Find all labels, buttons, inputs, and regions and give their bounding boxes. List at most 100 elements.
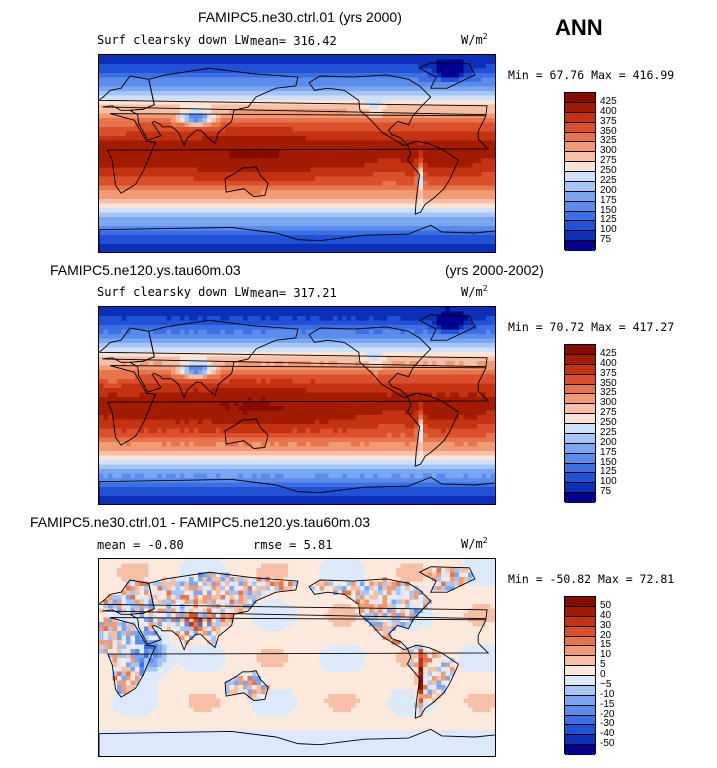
field-cell [135,316,141,322]
field-cell [481,104,487,110]
field-cell [234,167,240,173]
field-cell [351,145,357,151]
field-cell [414,311,420,317]
field-cell [441,91,447,97]
field-cell [270,239,276,245]
field-cell [369,226,375,232]
field-cell [288,217,294,223]
field-cell [477,235,483,241]
field-cell [211,325,217,331]
field-cell [220,149,226,155]
field-cell [198,248,204,252]
field-cell [324,100,330,106]
field-cell [324,91,330,97]
field-cell [364,68,370,74]
field-cell [144,239,150,245]
field-cell [396,55,402,61]
field-cell [144,109,150,115]
field-cell [108,100,114,106]
field-cell [256,311,262,317]
field-cell [427,190,433,196]
field-cell [288,82,294,88]
field-cell [319,154,325,160]
field-cell [99,203,105,209]
field-cell [171,59,177,65]
field-cell [315,181,321,187]
field-cell [283,316,289,322]
field-cell [108,163,114,169]
field-cell [486,77,492,83]
field-cell [270,55,276,61]
field-cell [459,82,465,88]
field-cell [364,217,370,223]
field-cell [292,190,298,196]
field-cell [301,91,307,97]
field-cell [481,55,487,61]
field-cell [220,167,226,173]
field-cell [382,59,388,65]
field-cell [432,86,438,92]
field-cell [306,235,312,241]
field-cell [400,154,406,160]
field-cell [373,104,379,110]
field-cell [490,176,495,182]
field-cell [364,338,370,344]
field-cell [247,199,253,205]
field-cell [247,122,253,128]
field-cell [256,73,262,79]
field-cell [261,248,267,252]
field-cell [175,113,181,119]
field-cell [270,208,276,214]
field-cell [454,239,460,245]
field-cell [283,73,289,79]
field-cell [423,334,429,340]
field-cell [117,131,123,137]
field-cell [409,77,415,83]
field-cell [436,167,442,173]
field-cell [202,239,208,245]
field-cell [130,77,136,83]
field-cell [225,163,231,169]
field-cell [418,118,424,124]
field-cell [360,122,366,128]
field-cell [454,59,460,65]
field-cell [396,145,402,151]
field-cell [171,181,177,187]
field-cell [261,113,267,119]
field-cell [477,131,483,137]
field-cell [427,136,433,142]
field-cell [400,86,406,92]
field-cell [364,190,370,196]
field-cell [432,91,438,97]
field-cell [328,329,334,335]
field-cell [144,95,150,101]
field-cell [261,230,267,236]
field-cell [261,163,267,169]
field-cell [405,91,411,97]
field-cell [472,347,478,353]
field-cell [117,190,123,196]
field-cell [391,248,397,252]
colorbar-tick-label: 150 [600,204,617,216]
field-cell [427,325,433,331]
field-cell [153,100,159,106]
field-cell [495,136,496,141]
field-cell [135,149,141,155]
field-cell [409,235,415,241]
field-cell [166,149,172,155]
field-cell [477,167,483,173]
field-cell [391,158,397,164]
field-cell [288,149,294,155]
field-cell [468,59,474,65]
field-cell [342,86,348,92]
field-cell [441,325,447,331]
field-cell [427,226,433,232]
field-cell [252,316,258,322]
field-cell [193,68,199,74]
field-cell [382,140,388,146]
field-cell [261,316,267,322]
field-cell [315,127,321,133]
field-cell [283,149,289,155]
field-cell [450,136,456,142]
field-cell [436,59,442,65]
